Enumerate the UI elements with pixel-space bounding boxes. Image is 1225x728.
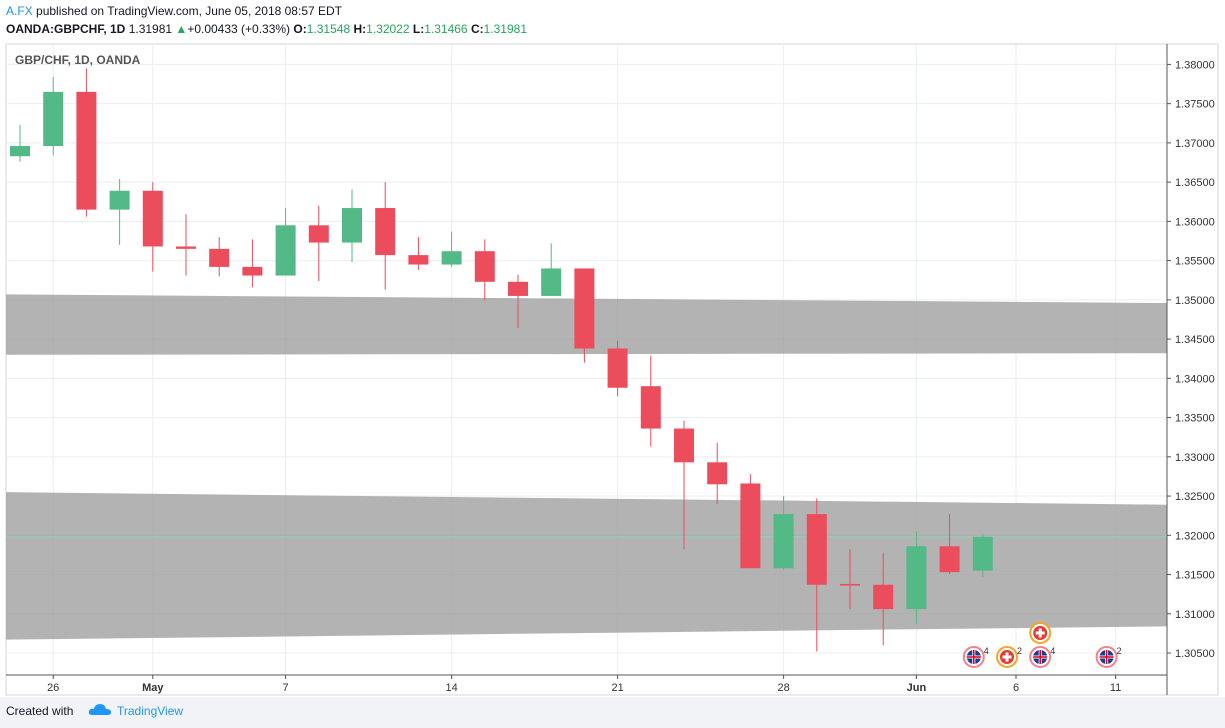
price-tick-label: 1.31500	[1175, 570, 1215, 582]
candle-body	[607, 348, 628, 388]
candle-body	[242, 266, 263, 276]
close-value: 1.31981	[483, 22, 528, 36]
event-count: 2	[1017, 646, 1022, 656]
candle-body	[939, 546, 960, 573]
price-tick-label: 1.37000	[1175, 138, 1215, 150]
candle-body	[640, 386, 661, 429]
candle-body	[408, 255, 429, 265]
candle-body	[674, 428, 694, 463]
price-tick-label: 1.34500	[1175, 334, 1215, 346]
swiss-flag-event-icon	[1029, 622, 1052, 644]
price-tick-label: 1.32000	[1175, 530, 1215, 542]
last-price: 1.31981	[128, 22, 173, 36]
candle-body	[474, 251, 495, 282]
candle-body	[806, 514, 827, 585]
candle-body	[972, 536, 993, 571]
swiss-flag-event-icon: 2	[996, 646, 1022, 668]
symbol-label: OANDA:GBPCHF, 1D	[6, 22, 126, 36]
time-axis[interactable]: 26 May 7 14 21 28 Jun 6 11	[47, 675, 1121, 694]
candle-body	[441, 251, 462, 265]
price-tick-label: 1.36000	[1175, 216, 1215, 228]
open-label: O:	[293, 22, 307, 36]
candle-body	[740, 483, 761, 569]
candle-body	[574, 268, 595, 349]
candle-body	[906, 546, 927, 610]
candle-body	[142, 190, 163, 247]
swiss-cross-h	[1002, 655, 1012, 659]
up-arrow-icon: ▲	[175, 22, 188, 36]
candle-body	[76, 91, 97, 210]
price-tick-label: 1.31000	[1175, 609, 1215, 621]
price-tick-label: 1.32500	[1175, 491, 1215, 503]
candle-body	[541, 268, 562, 296]
candle-body	[275, 225, 296, 276]
open-value: 1.31548	[306, 22, 351, 36]
range-zone	[6, 492, 1167, 640]
footer: Created with TradingView	[0, 697, 1225, 728]
publish-line: A.FX published on TradingView.com, June …	[6, 4, 342, 18]
event-count: 4	[984, 646, 989, 656]
time-tick-label: 21	[611, 682, 623, 694]
price-tick-label: 1.36500	[1175, 177, 1215, 189]
candle-body	[308, 225, 329, 243]
uk-flag-event-icon: 4	[962, 646, 989, 668]
candles	[10, 68, 993, 652]
chart-title: GBP/CHF, 1D, OANDA	[15, 53, 141, 67]
time-tick-label: 7	[283, 682, 289, 694]
tradingview-cloud-icon	[88, 704, 111, 715]
time-tick-label: Jun	[907, 682, 927, 694]
low-label: L:	[412, 22, 425, 36]
published-text: published on TradingView.com, June 05, 2…	[36, 4, 342, 18]
low-value: 1.31466	[424, 22, 468, 36]
uk-flag-event-icon: 4	[1029, 646, 1055, 668]
price-tick-label: 1.33000	[1175, 452, 1215, 464]
price-tick-label: 1.35500	[1175, 256, 1215, 268]
high-value: 1.32022	[366, 22, 410, 36]
publisher-link[interactable]: A.FX	[6, 4, 33, 18]
event-markers: 4 2 4 2	[962, 622, 1122, 668]
swiss-cross-h	[1035, 631, 1045, 635]
price-tick-label: 1.38000	[1175, 59, 1215, 71]
time-tick-label: 28	[777, 682, 789, 694]
time-tick-label: 11	[1110, 682, 1121, 694]
candle-body	[707, 462, 728, 485]
candle-body	[508, 281, 528, 296]
tradingview-link[interactable]: TradingView	[117, 704, 184, 718]
candle-body	[10, 146, 30, 157]
candle-body	[840, 583, 860, 586]
candle-body	[375, 208, 396, 256]
created-with-text: Created with	[6, 704, 74, 718]
quote-line: OANDA:GBPCHF, 1D 1.31981 ▲+0.00433 (+0.3…	[6, 22, 527, 36]
price-change: +0.00433 (+0.33%)	[187, 22, 291, 36]
price-tick-label: 1.35000	[1175, 295, 1215, 307]
price-axis[interactable]: 1.30500 1.31000 1.31500 1.32000 1.32500 1.330…	[1167, 59, 1215, 660]
price-tick-label: 1.37500	[1175, 99, 1215, 111]
candle-body	[209, 248, 230, 267]
time-tick-label: 14	[445, 682, 457, 694]
event-count: 4	[1050, 646, 1055, 656]
candle-body	[873, 584, 894, 610]
high-label: H:	[353, 22, 367, 36]
price-tick-label: 1.30500	[1175, 648, 1215, 660]
price-chart[interactable]: 4 2 4 2 1.30500 1.31000 1.31500 1.32000 1.32500…	[0, 42, 1225, 697]
price-tick-label: 1.34000	[1175, 373, 1215, 385]
chart-header: A.FX published on TradingView.com, June …	[0, 0, 1225, 44]
candle-body	[109, 190, 130, 210]
time-tick-label: 6	[1013, 682, 1019, 694]
time-tick-label: 26	[47, 682, 59, 694]
uk-flag-event-icon: 2	[1095, 646, 1122, 668]
candle-body	[176, 246, 196, 249]
candle-body	[43, 91, 64, 147]
time-tick-label: May	[142, 682, 164, 694]
candle-body	[773, 514, 794, 569]
candle-body	[342, 208, 362, 243]
event-count: 2	[1117, 646, 1122, 656]
close-label: C:	[470, 22, 484, 36]
price-tick-label: 1.33500	[1175, 413, 1215, 425]
